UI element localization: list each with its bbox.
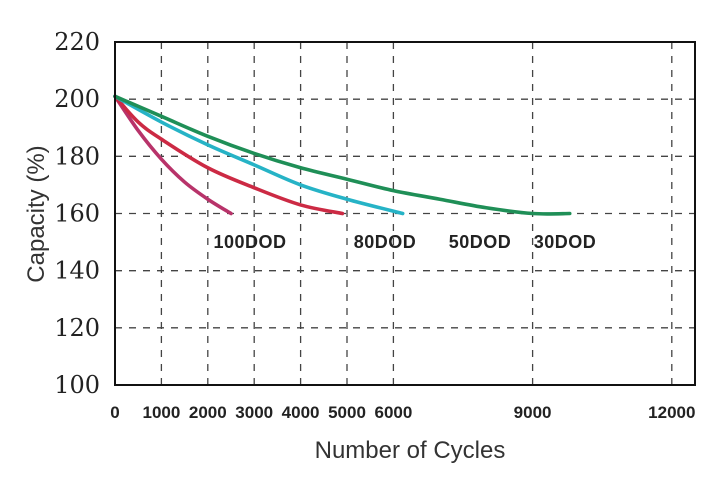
plot-frame	[114, 41, 696, 386]
y-axis-label: Capacity (%)	[23, 145, 50, 282]
x-tick-label: 4000	[282, 403, 320, 422]
y-tick-label: 100	[54, 371, 100, 399]
x-tick-labels: 0 1000 2000 3000 4000 5000 6000 9000 12000	[110, 403, 695, 422]
y-tick-label: 220	[54, 28, 100, 56]
x-tick-label: 1000	[142, 403, 180, 422]
y-tick-label: 180	[54, 142, 100, 170]
series-line-100dod	[113, 94, 233, 216]
series-label-80dod: 80DOD	[354, 232, 417, 252]
y-tick-label: 140	[54, 257, 100, 285]
x-tick-label: 5000	[328, 403, 366, 422]
series-label-30dod: 30DOD	[534, 232, 597, 252]
x-tick-label: 2000	[189, 403, 227, 422]
y-tick-label: 120	[54, 314, 100, 342]
series-line-80dod	[113, 94, 345, 216]
x-axis-label: Number of Cycles	[315, 437, 506, 464]
y-tick-label: 200	[54, 85, 100, 113]
x-tick-label: 0	[110, 403, 119, 422]
series-label-100dod: 100DOD	[213, 232, 286, 252]
series-labels: 100DOD 80DOD 50DOD 30DOD	[213, 232, 597, 252]
x-tick-label: 9000	[514, 403, 552, 422]
x-tick-label: 3000	[235, 403, 273, 422]
gridlines	[115, 42, 695, 385]
x-tick-label: 12000	[648, 403, 695, 422]
series-line-50dod	[113, 94, 405, 216]
y-tick-labels: 100 120 140 160 180 200 220	[54, 28, 100, 399]
series-line-30dod	[113, 94, 572, 216]
x-tick-label: 6000	[374, 403, 412, 422]
y-tick-label: 160	[54, 200, 100, 228]
series-lines	[113, 94, 572, 216]
series-label-50dod: 50DOD	[449, 232, 512, 252]
